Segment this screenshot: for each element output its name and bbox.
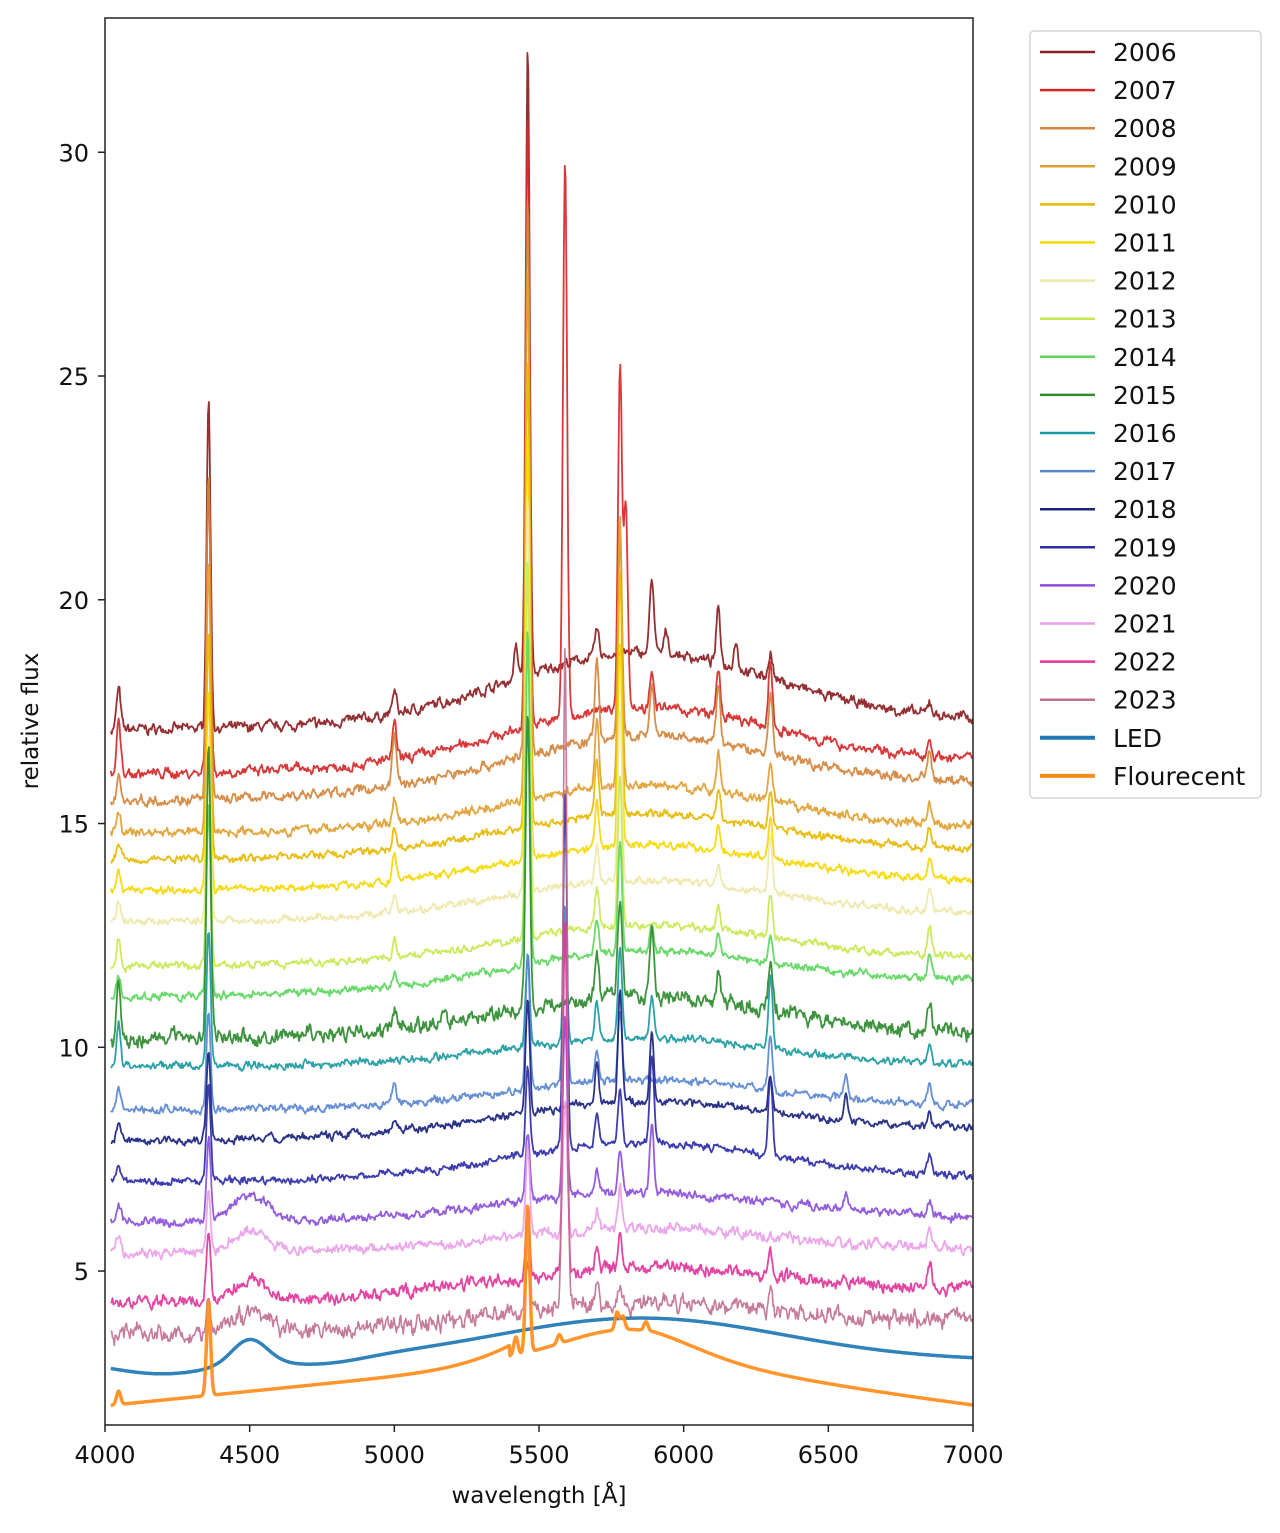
legend-label: 2015 [1113,381,1177,410]
series-line-2016 [110,930,973,1072]
legend-label: 2014 [1113,343,1177,372]
legend-label: 2020 [1113,571,1177,600]
legend-label: 2009 [1113,152,1177,181]
legend-label: 2022 [1113,648,1177,677]
legend-label: LED [1113,724,1162,753]
series-line-2020 [109,1015,973,1229]
legend-label: 2019 [1113,533,1177,562]
legend: 2006 2007 2008 2009 2010 2011 2012 2013 2014 2015… [1029,30,1262,799]
x-tick-label: 4500 [219,1441,280,1469]
series-line-2012 [110,498,973,926]
series-line-led [109,1316,973,1376]
legend-label: 2018 [1113,495,1177,524]
y-axis-label: relative flux [18,653,44,790]
x-tick-label: 7000 [942,1441,1003,1469]
series-line-2013 [110,561,973,974]
legend-label: 2011 [1113,229,1177,258]
series-line-2014 [110,631,973,1004]
y-tick-label: 25 [58,363,89,391]
legend-label: 2007 [1113,76,1177,105]
x-tick-label: 5500 [508,1441,569,1469]
legend-label: 2013 [1113,305,1177,334]
series-line-2023 [110,648,973,1347]
x-tick-label: 6500 [798,1441,859,1469]
series-line-2017 [110,905,973,1116]
y-tick-label: 20 [58,587,89,615]
x-tick-label: 5000 [364,1441,425,1469]
series-line-2018 [110,989,973,1147]
legend-label: 2012 [1113,267,1177,296]
y-tick-label: 30 [58,139,89,167]
legend-label: Flourecent [1113,762,1246,791]
series-line-2006 [109,52,973,737]
y-tick-label: 5 [74,1258,89,1286]
series-line-2019 [110,793,973,1187]
legend-label: 2010 [1113,190,1177,219]
legend-label: 2023 [1113,686,1177,715]
series-layer [109,52,973,1408]
series-line-2015 [110,715,973,1049]
legend-label: 2021 [1113,610,1177,639]
x-tick-label: 6000 [653,1441,714,1469]
legend-frame [1029,30,1262,799]
series-line-2010 [110,362,973,865]
x-tick-label: 4000 [74,1441,135,1469]
series-line-2021 [110,1100,973,1261]
y-tick-label: 15 [58,811,89,839]
legend-label: 2017 [1113,457,1177,486]
y-tick-label: 10 [58,1034,89,1062]
x-axis-label: wavelength [Å] [452,1481,627,1509]
series-line-flourecent [109,1204,973,1408]
series-line-2009 [109,272,973,839]
ticks-layer: 4000 4500 5000 5500 6000 6500 7000 5 10 15 20 25 30 [58,139,1003,1469]
legend-label: 2008 [1113,114,1177,143]
series-line-2007 [109,120,973,780]
series-line-2011 [109,433,973,895]
series-line-2022 [110,922,973,1311]
legend-label: 2006 [1113,38,1177,67]
legend-label: 2016 [1113,419,1177,448]
series-line-2008 [109,201,973,808]
